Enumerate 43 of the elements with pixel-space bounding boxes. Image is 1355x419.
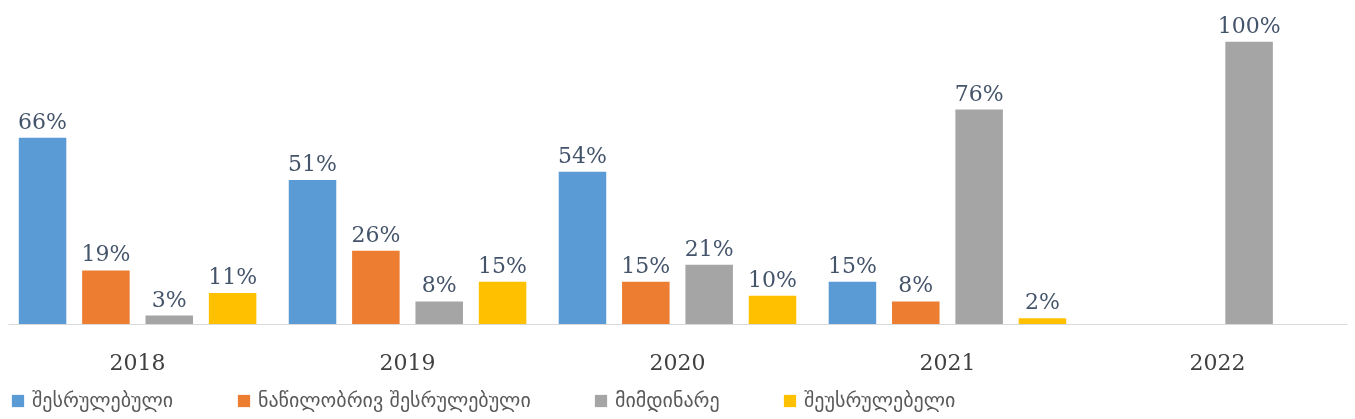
bar [1225,41,1273,324]
bar [828,281,877,324]
bar [288,180,337,324]
bar [685,264,733,324]
x-tick-label: 2019 [379,349,436,375]
data-label: 26% [351,221,401,247]
bar [478,281,527,324]
bar [622,281,670,324]
data-label: 100% [1217,12,1281,38]
x-tick-label: 2021 [919,349,976,375]
data-label: 10% [748,266,797,292]
data-label: 76% [954,80,1004,106]
legend-label: შეუსრულებელი [804,388,956,412]
legend-label: შესრულებული [32,388,174,412]
data-label: 8% [898,272,934,298]
bar [145,315,194,324]
data-label: 21% [684,235,734,261]
bar [558,171,607,324]
x-tick-label: 2020 [649,349,706,375]
bar [208,292,257,324]
bar [955,109,1003,324]
legend-label: ნაწილობრივ შესრულებული [258,388,531,412]
x-tick-label: 2018 [109,349,166,375]
bar [1018,318,1067,324]
data-label: 8% [421,272,457,298]
bar [82,270,130,324]
bar [415,301,463,324]
data-label: 54% [558,142,607,168]
data-label: 66% [18,108,68,134]
bar [748,295,797,324]
bar [892,301,940,324]
data-label: 11% [208,263,258,289]
data-label: 2% [1025,289,1060,315]
bar [352,250,400,324]
data-label: 19% [81,241,131,267]
data-label: 51% [288,151,337,177]
data-label: 15% [621,252,671,278]
data-label: 15% [478,252,528,278]
data-label: 3% [151,286,187,312]
bar [18,137,67,324]
x-tick-label: 2022 [1189,349,1246,375]
legend-label: მიმდინარე [615,388,720,412]
data-label: 15% [827,252,877,278]
